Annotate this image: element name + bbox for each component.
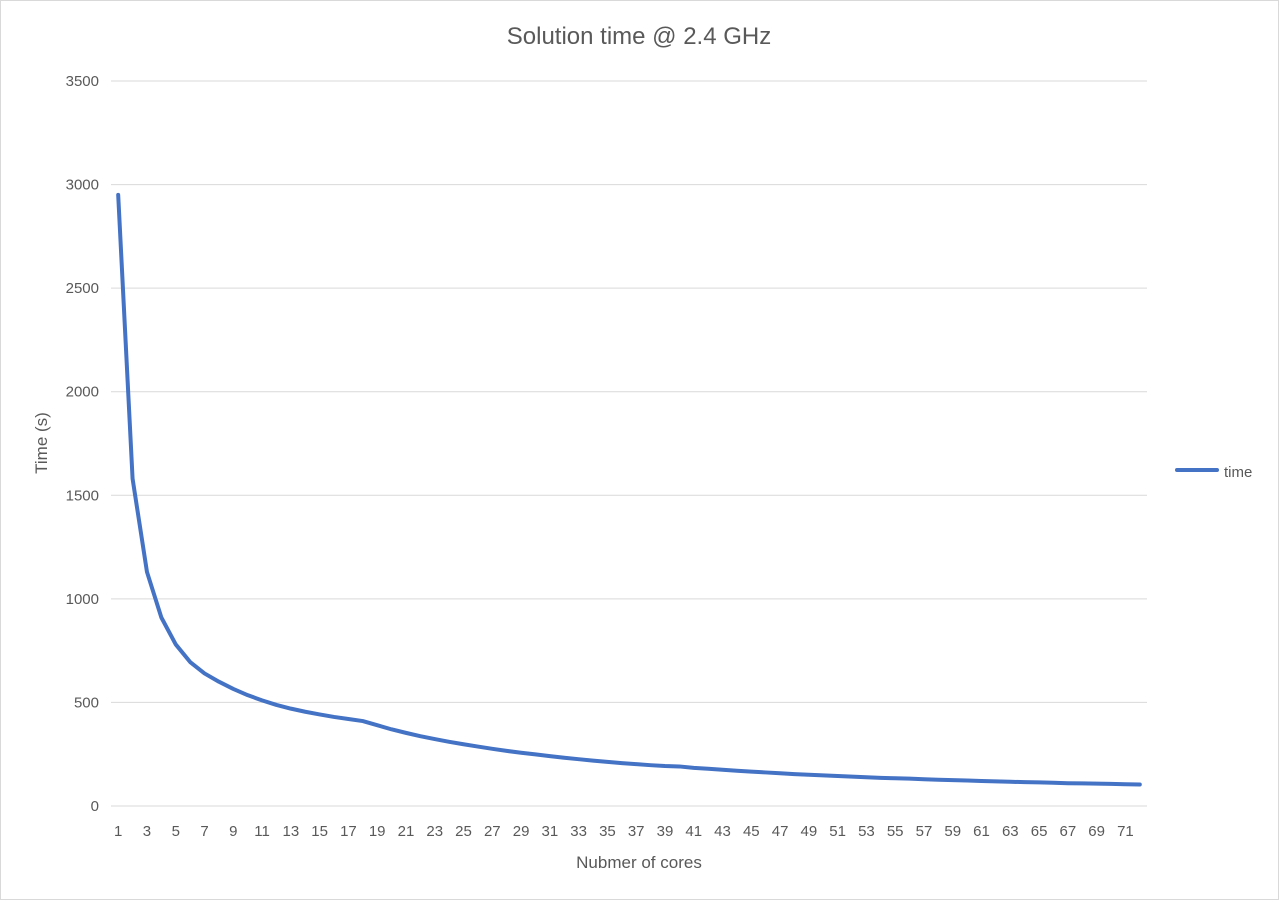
x-tick-label: 57 xyxy=(916,823,933,840)
x-tick-label: 71 xyxy=(1117,823,1134,840)
x-tick-label: 41 xyxy=(685,823,702,840)
y-tick-label: 1000 xyxy=(66,591,99,608)
x-tick-label: 69 xyxy=(1088,823,1105,840)
x-tick-label: 23 xyxy=(426,823,443,840)
y-tick-label: 3500 xyxy=(66,73,99,90)
x-tick-label: 61 xyxy=(973,823,990,840)
y-axis-ticks: 0 500 1000 1500 2000 2500 3000 3500 xyxy=(66,73,99,815)
x-tick-label: 33 xyxy=(570,823,587,840)
x-axis-title: Nubmer of cores xyxy=(576,853,702,872)
x-tick-label: 15 xyxy=(311,823,328,840)
x-tick-label: 37 xyxy=(628,823,645,840)
y-tick-label: 1500 xyxy=(66,487,99,504)
y-tick-label: 2000 xyxy=(66,384,99,401)
x-tick-label: 17 xyxy=(340,823,357,840)
x-tick-label: 31 xyxy=(542,823,559,840)
x-tick-label: 51 xyxy=(829,823,846,840)
x-tick-label: 11 xyxy=(254,823,270,840)
x-tick-label: 7 xyxy=(200,823,208,840)
x-tick-label: 35 xyxy=(599,823,616,840)
x-tick-label: 5 xyxy=(172,823,180,840)
x-tick-label: 53 xyxy=(858,823,875,840)
y-axis-title: Time (s) xyxy=(32,412,51,474)
x-tick-label: 43 xyxy=(714,823,731,840)
y-tick-label: 2500 xyxy=(66,280,99,297)
x-tick-label: 13 xyxy=(283,823,300,840)
series-line-time xyxy=(116,192,1142,787)
x-tick-label: 49 xyxy=(801,823,818,840)
x-tick-label: 3 xyxy=(143,823,151,840)
x-tick-label: 9 xyxy=(229,823,237,840)
gridlines xyxy=(111,80,1147,807)
y-tick-label: 0 xyxy=(91,798,99,815)
legend-label: time xyxy=(1224,464,1252,481)
x-tick-label: 67 xyxy=(1060,823,1077,840)
x-tick-label: 63 xyxy=(1002,823,1019,840)
x-tick-label: 59 xyxy=(944,823,961,840)
y-tick-label: 3000 xyxy=(66,177,99,194)
x-tick-label: 21 xyxy=(398,823,415,840)
x-tick-label: 65 xyxy=(1031,823,1048,840)
x-tick-label: 39 xyxy=(657,823,674,840)
y-tick-label: 500 xyxy=(74,694,99,711)
series-layer xyxy=(116,192,1142,787)
chart-title: Solution time @ 2.4 GHz xyxy=(507,23,771,50)
x-tick-label: 25 xyxy=(455,823,472,840)
x-tick-label: 45 xyxy=(743,823,760,840)
x-tick-label: 29 xyxy=(513,823,530,840)
legend: time xyxy=(1175,464,1252,481)
x-tick-label: 55 xyxy=(887,823,904,840)
x-tick-label: 47 xyxy=(772,823,789,840)
x-axis-ticks: 1 3 5 7 9 11 13 15 17 19 21 23 25 27 29 31 33 35 37 39 41 43 4… xyxy=(114,823,1134,840)
x-tick-label: 27 xyxy=(484,823,501,840)
x-tick-label: 19 xyxy=(369,823,386,840)
x-tick-label: 1 xyxy=(114,823,122,840)
